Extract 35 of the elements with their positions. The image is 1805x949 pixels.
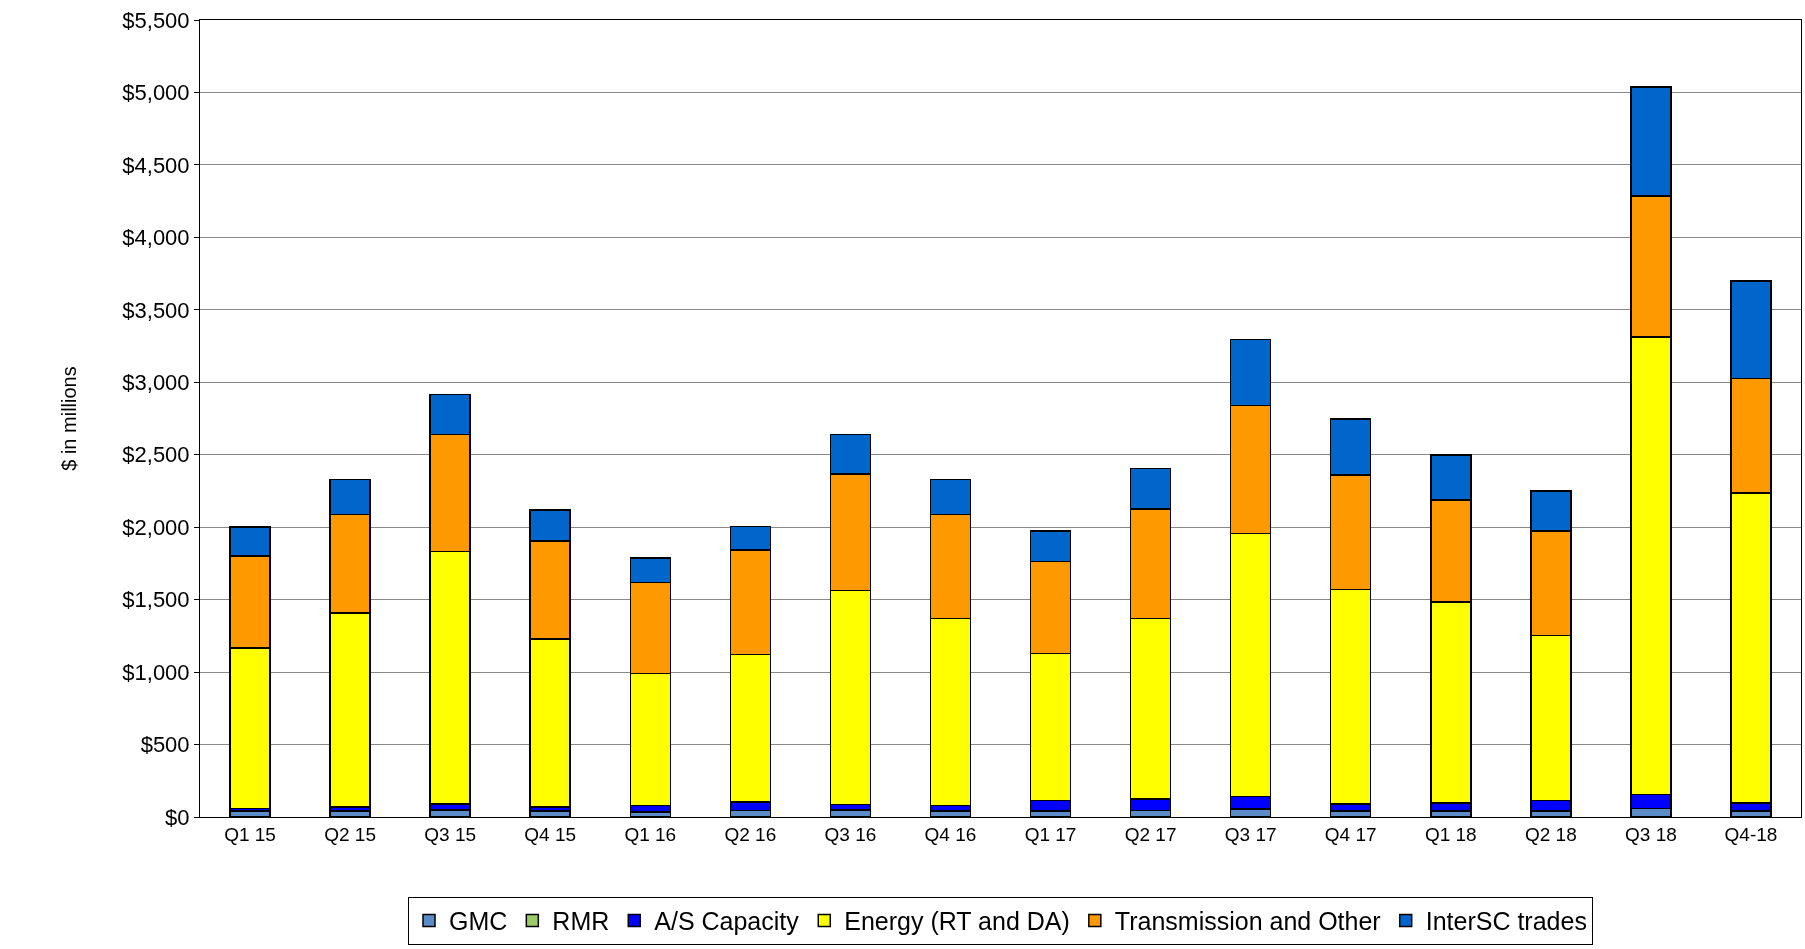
y-tick-label: $3,000 bbox=[122, 369, 190, 395]
x-tick-label: Q2 17 bbox=[1124, 823, 1177, 845]
x-tick-label: Q1 16 bbox=[624, 823, 677, 845]
y-tick-label: $4,000 bbox=[122, 225, 190, 251]
legend-label: Transmission and Other bbox=[1114, 907, 1381, 936]
x-tick-label: Q3 15 bbox=[424, 823, 477, 845]
x-tick-label: Q4 16 bbox=[924, 823, 977, 845]
y-tick-label: $2,500 bbox=[122, 442, 190, 468]
x-tick-label: Q4-18 bbox=[1724, 823, 1778, 845]
y-axis-title: $ in millions bbox=[57, 366, 80, 471]
y-tick-label: $0 bbox=[165, 804, 190, 830]
y-tick-label: $2,000 bbox=[122, 514, 190, 540]
x-tick-label: Q4 15 bbox=[524, 823, 577, 845]
legend-label: RMR bbox=[552, 907, 610, 936]
y-tick-label: $5,500 bbox=[122, 7, 190, 33]
y-tick-label: $5,000 bbox=[122, 80, 190, 106]
y-tick-label: $500 bbox=[140, 732, 190, 758]
legend-label: InterSC trades bbox=[1425, 907, 1587, 936]
y-tick-label: $4,500 bbox=[122, 152, 190, 178]
y-tick-label: $1,000 bbox=[122, 659, 190, 685]
x-tick-label: Q4 17 bbox=[1324, 823, 1377, 845]
y-tick-label: $1,500 bbox=[122, 587, 190, 613]
y-tick-label: $3,500 bbox=[122, 297, 190, 323]
legend-label: Energy (RT and DA) bbox=[844, 907, 1070, 936]
x-tick-label: Q1 17 bbox=[1024, 823, 1077, 845]
x-tick-label: Q1 15 bbox=[224, 823, 276, 845]
legend-label: GMC bbox=[449, 907, 508, 936]
x-tick-label: Q2 15 bbox=[324, 823, 376, 845]
x-tick-label: Q2 16 bbox=[724, 823, 777, 845]
legend-label: A/S Capacity bbox=[654, 907, 800, 936]
x-tick-label: Q1 18 bbox=[1424, 823, 1477, 845]
x-tick-label: Q3 16 bbox=[824, 823, 877, 845]
x-tick-label: Q3 17 bbox=[1224, 823, 1277, 845]
x-tick-label: Q3 18 bbox=[1625, 823, 1677, 845]
x-tick-label: Q2 18 bbox=[1524, 823, 1577, 845]
